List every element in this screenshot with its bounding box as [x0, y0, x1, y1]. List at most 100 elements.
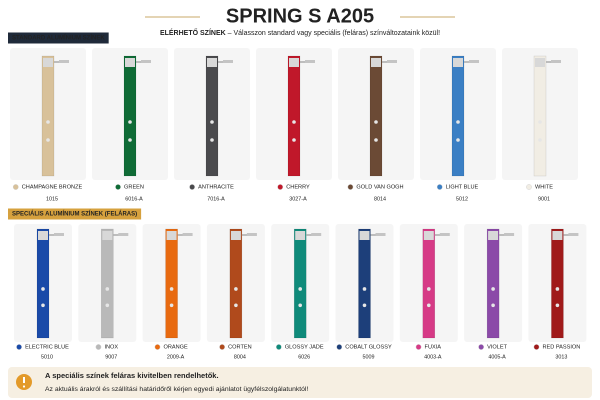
subtitle-strong: ELÉRHETŐ SZÍNEK: [160, 28, 226, 37]
color-swatch: [526, 184, 532, 190]
shower-knob: [169, 287, 174, 291]
color-code: 1015: [46, 196, 58, 202]
shower-plate: [125, 58, 135, 67]
color-name: GLOSSY JADE: [285, 344, 324, 350]
color-swatch: [277, 184, 284, 190]
shower-plate: [552, 231, 563, 240]
shower-head: [305, 60, 315, 63]
shower-head: [568, 233, 579, 236]
shower-knob: [555, 287, 560, 291]
shower-column: [293, 228, 307, 339]
color-swatch: [95, 344, 102, 350]
shower-plate: [207, 58, 217, 67]
shower-knob: [456, 120, 460, 124]
shower-head: [223, 60, 233, 63]
shower-head: [439, 233, 450, 236]
shower-column: [551, 228, 564, 339]
shower-plate: [488, 231, 499, 240]
shower-column: [358, 228, 371, 339]
color-name: ANTHRACITE: [198, 184, 234, 190]
shower-knob: [41, 287, 45, 291]
shower-plate: [423, 231, 434, 240]
shower-plate: [535, 58, 545, 67]
shower-head: [311, 233, 322, 236]
shower-knob: [292, 138, 296, 142]
shower-column: [422, 228, 436, 339]
notice-title: A speciális színek feláras kivitelben re…: [45, 371, 219, 380]
shower-plate: [102, 231, 113, 240]
shower-knob: [234, 287, 238, 291]
shower-head: [246, 233, 257, 236]
notice-icon-dot: [22, 385, 26, 388]
shower-knob: [362, 287, 367, 291]
shower-column: [123, 55, 137, 177]
shower-plate: [166, 231, 177, 240]
color-code: 3027-A: [289, 196, 307, 202]
shower-knob: [41, 303, 45, 308]
color-swatch: [12, 184, 19, 190]
color-swatch: [189, 184, 195, 190]
color-name: CORTEN: [228, 344, 252, 350]
shower-plate: [295, 231, 306, 240]
color-name: INOX: [104, 344, 118, 350]
color-name: ORANGE: [163, 344, 188, 350]
shower-knob: [374, 138, 378, 142]
shower-knob: [298, 287, 303, 291]
shower-knob: [210, 120, 214, 124]
color-name: GOLD VAN GOGH: [356, 184, 403, 190]
color-code: 8014: [374, 196, 386, 202]
shower-plate: [230, 231, 241, 240]
shower-column: [101, 228, 114, 339]
shower-head: [141, 60, 151, 63]
shower-knob: [128, 138, 132, 142]
notice-box: [8, 367, 592, 398]
color-swatch: [533, 344, 540, 350]
color-code: 8004: [234, 354, 246, 360]
color-name: GREEN: [124, 184, 144, 190]
shower-knob: [374, 120, 378, 124]
color-swatch: [436, 184, 443, 190]
shower-plate: [289, 58, 299, 67]
color-code: 9007: [105, 354, 117, 360]
title: SPRING S A205: [226, 5, 374, 27]
section-label: SPECIÁLIS ALUMÍNIUM SZÍNEK (FELÁRAS): [12, 210, 137, 218]
shower-knob: [46, 120, 50, 124]
color-name: CHERRY: [286, 184, 310, 190]
shower-plate: [453, 58, 463, 67]
color-name: RED PASSION: [542, 344, 580, 350]
color-code: 2009-A: [167, 354, 185, 360]
shower-knob: [491, 303, 495, 308]
section-label: STANDARD ALUMÍNIUM SZÍNEK: [12, 34, 105, 42]
shower-column: [165, 228, 178, 339]
color-name: VIOLET: [487, 344, 507, 350]
color-swatch: [154, 344, 161, 350]
notice-text: Az aktuális árakról és szállítási határi…: [45, 386, 308, 393]
shower-head: [59, 60, 69, 63]
color-swatch: [16, 344, 22, 350]
color-code: 5010: [41, 354, 53, 360]
shower-column: [369, 55, 383, 177]
color-code: 4003-A: [424, 354, 442, 360]
shower-head: [551, 60, 561, 63]
shower-knob: [169, 303, 174, 308]
shower-knob: [538, 120, 542, 124]
shower-knob: [46, 138, 50, 142]
color-code: 6026: [298, 354, 310, 360]
color-code: 5012: [456, 196, 468, 202]
shower-knob: [105, 303, 110, 308]
shower-head: [118, 233, 129, 236]
color-swatch: [478, 344, 484, 350]
section-label-box: [8, 32, 109, 44]
shower-knob: [234, 303, 238, 308]
subtitle-text: – Válasszon standard vagy speciális (fel…: [228, 30, 440, 37]
shower-knob: [105, 287, 110, 291]
color-code: 5009: [363, 354, 375, 360]
shower-head: [182, 233, 193, 236]
shower-column: [205, 55, 219, 177]
shower-column: [229, 228, 243, 339]
shower-knob: [555, 303, 560, 308]
color-name: CHAMPAGNE BRONZE: [22, 184, 83, 190]
color-swatch: [415, 344, 422, 350]
shower-head: [469, 60, 479, 63]
